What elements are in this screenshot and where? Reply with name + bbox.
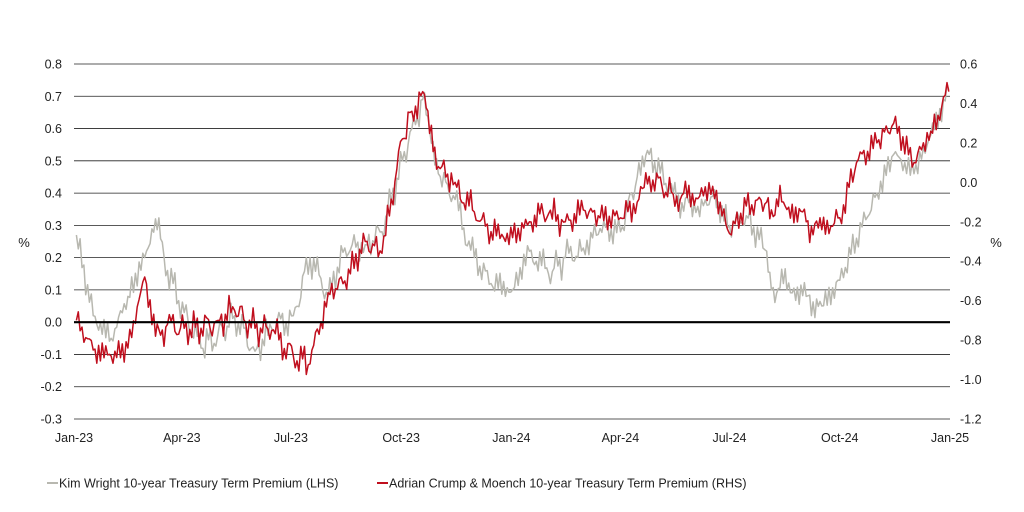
left-tick-label: -0.3 — [40, 413, 62, 427]
left-tick-label: 0.0 — [45, 316, 62, 330]
right-tick-label: 0.6 — [960, 58, 977, 72]
left-tick-label: 0.4 — [45, 187, 62, 201]
right-tick-label: -1.0 — [960, 373, 982, 387]
x-axis-tick-labels: Jan-23 Apr-23 Jul-23 Oct-23 Jan-24 Apr-24 Jul-… — [55, 431, 969, 445]
x-tick-label: Jan-24 — [492, 431, 530, 445]
left-tick-label: 0.3 — [45, 219, 62, 233]
x-tick-label: Oct-23 — [382, 431, 420, 445]
left-tick-label: 0.5 — [45, 154, 62, 168]
x-tick-label: Oct-24 — [821, 431, 859, 445]
left-tick-label: 0.8 — [45, 58, 62, 72]
legend-label-rhs: Adrian Crump & Moench 10-year Treasury T… — [389, 477, 747, 491]
right-axis-tick-labels: 0.6 0.4 0.2 0.0 -0.2 -0.4 -0.6 -0.8 -1.0 -1.2 — [960, 58, 982, 427]
right-tick-label: -1.2 — [960, 413, 982, 427]
left-tick-label: 0.2 — [45, 251, 62, 265]
legend-label-lhs: Kim Wright 10-year Treasury Term Premium… — [59, 477, 338, 491]
right-tick-label: 0.4 — [960, 97, 977, 111]
left-axis-tick-labels: 0.8 0.7 0.6 0.5 0.4 0.3 0.2 0.1 0.0 -0.1 -0.2 -0.3 — [40, 58, 62, 427]
left-tick-label: -0.1 — [40, 348, 62, 362]
right-tick-label: -0.8 — [960, 334, 982, 348]
series-line-rhs — [75, 81, 950, 376]
right-tick-label: 0.2 — [960, 136, 977, 150]
x-tick-label: Apr-23 — [163, 431, 201, 445]
x-tick-label: Jan-25 — [931, 431, 969, 445]
left-tick-label: -0.2 — [40, 380, 62, 394]
left-axis-unit: % — [18, 235, 30, 250]
left-tick-label: 0.7 — [45, 90, 62, 104]
x-tick-label: Jul-23 — [274, 431, 308, 445]
right-tick-label: -0.6 — [960, 294, 982, 308]
x-tick-label: Jan-23 — [55, 431, 93, 445]
x-tick-label: Apr-24 — [602, 431, 640, 445]
right-tick-label: -0.4 — [960, 255, 982, 269]
legend: Kim Wright 10-year Treasury Term Premium… — [47, 477, 747, 491]
left-tick-label: 0.1 — [45, 283, 62, 297]
right-axis-unit: % — [990, 235, 1002, 250]
x-tick-label: Jul-24 — [712, 431, 746, 445]
right-tick-label: -0.2 — [960, 215, 982, 229]
gridlines — [74, 63, 950, 420]
series-lines — [75, 81, 950, 376]
right-tick-label: 0.0 — [960, 176, 977, 190]
left-tick-label: 0.6 — [45, 122, 62, 136]
